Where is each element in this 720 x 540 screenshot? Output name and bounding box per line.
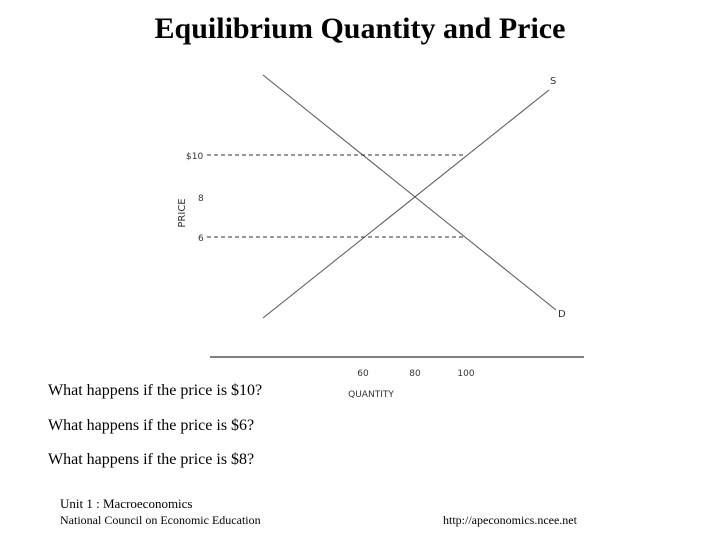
question-price-8: What happens if the price is $8? [48, 451, 255, 468]
footer-course: Unit 1 : Macroeconomics [60, 496, 193, 511]
supply-curve [262, 89, 550, 319]
footer-organization: National Council on Economic Education [60, 513, 261, 527]
quantity-tick-80: 80 [409, 369, 421, 379]
price-tick-6: 6 [198, 234, 204, 244]
quantity-tick-60: 60 [357, 369, 369, 379]
demand-label: D [558, 309, 566, 320]
question-price-10: What happens if the price is $10? [48, 382, 263, 399]
demand-curve [262, 74, 557, 311]
x-axis-label: QUANTITY [348, 390, 394, 400]
question-price-6: What happens if the price is $6? [48, 417, 255, 434]
quantity-tick-100: 100 [457, 369, 474, 379]
price-tick-10: $10 [186, 152, 203, 162]
price-tick-8: 8 [198, 194, 204, 204]
y-axis-label: PRICE [177, 198, 188, 227]
footer-url: http://apeconomics.ncee.net [443, 513, 577, 527]
supply-label: S [550, 76, 556, 87]
slide-title: Equilibrium Quantity and Price [154, 12, 566, 45]
